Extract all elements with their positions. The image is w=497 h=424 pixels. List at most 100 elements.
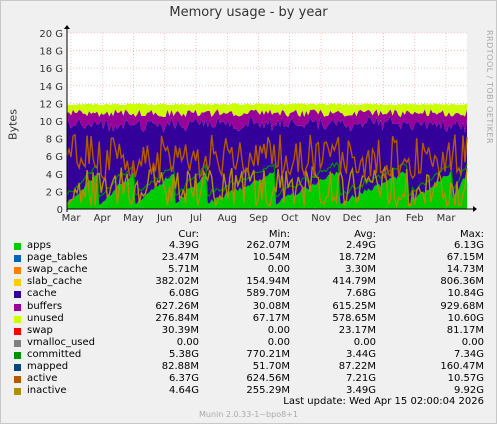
legend-min-value: 10.54M: [252, 252, 290, 264]
legend-max-value: 929.68M: [440, 300, 484, 312]
legend-swatch: [14, 351, 21, 359]
legend-cur-value: 23.47M: [161, 252, 199, 264]
last-update: Last update: Wed Apr 15 02:00:04 2026: [283, 396, 484, 407]
y-tick-label: 12 G: [39, 99, 63, 110]
legend-min-value: 255.29M: [246, 385, 290, 397]
legend-swatch: [14, 339, 21, 347]
y-tick-label: 6 G: [46, 152, 63, 163]
active-line: [66, 133, 468, 180]
legend-max-value: 67.15M: [446, 252, 484, 264]
legend-swatch: [14, 279, 21, 287]
legend-cur-value: 4.64G: [168, 385, 199, 397]
legend-avg-value: 3.30M: [345, 264, 376, 276]
legend-min-value: 30.08M: [252, 300, 290, 312]
x-tick-label: Sep: [249, 213, 268, 224]
legend-min-value: 154.94M: [246, 276, 290, 288]
legend-max-value: 6.13G: [453, 240, 484, 251]
legend-swatch: [14, 255, 21, 263]
legend-name: cache: [27, 288, 57, 300]
legend-min-value: 624.56M: [246, 373, 290, 385]
legend-max-value: 10.60G: [447, 312, 484, 324]
legend-name: buffers: [27, 300, 63, 312]
legend-swatch: [14, 315, 21, 323]
legend-cur-value: 6.37G: [168, 373, 199, 385]
legend-min-value: 51.70M: [252, 361, 290, 372]
legend-min-value: 262.07M: [246, 240, 290, 251]
legend-swatch: [14, 267, 21, 275]
legend-name: active: [27, 373, 58, 385]
legend-avg-value: 414.79M: [332, 276, 376, 288]
legend-name: mapped: [27, 361, 69, 372]
legend-name: committed: [27, 348, 82, 360]
munin-version: Munin 2.0.33-1~bpo8+1: [199, 410, 298, 419]
legend-name: apps: [27, 240, 52, 251]
legend-min-value: 589.70M: [246, 288, 290, 300]
x-tick-label: Nov: [311, 213, 331, 224]
y-tick-label: 8 G: [46, 135, 63, 146]
y-tick-label: 2 G: [46, 187, 63, 198]
x-tick-label: Mar: [437, 213, 457, 224]
x-tick-label: Jul: [189, 213, 202, 224]
chart-title: Memory usage - by year: [169, 5, 328, 20]
legend-cur-value: 0.00: [176, 336, 199, 348]
y-tick-label: 18 G: [39, 47, 63, 58]
x-tick-label: Mar: [62, 213, 82, 224]
legend-cur-value: 6.08G: [168, 288, 199, 300]
legend-name: swap: [27, 324, 53, 336]
legend-avg-value: 7.68G: [345, 288, 376, 300]
legend-swatch: [14, 388, 21, 396]
legend-name: inactive: [27, 385, 67, 397]
x-tick-label: Apr: [94, 213, 112, 224]
legend-avg-value: 18.72M: [338, 252, 376, 264]
header-max: Max:: [459, 229, 484, 240]
legend-min-value: 0.00: [267, 336, 290, 348]
legend-swatch: [14, 364, 21, 371]
x-tick-label: May: [123, 213, 144, 224]
legend-name: page_tables: [27, 252, 88, 264]
legend-swatch: [14, 291, 21, 299]
legend-max-value: 0.00: [461, 336, 484, 348]
inactive-line: [66, 165, 468, 208]
y-axis-arrow: [64, 25, 70, 29]
y-tick-label: 10 G: [39, 117, 63, 128]
legend-avg-value: 23.17M: [338, 324, 376, 336]
legend-name: unused: [27, 312, 64, 324]
legend-name: slab_cache: [27, 276, 83, 288]
x-tick-label: Aug: [217, 213, 237, 224]
legend-name: swap_cache: [27, 264, 88, 276]
x-tick-label: Jan: [375, 213, 391, 224]
legend-avg-value: 3.49G: [345, 385, 376, 397]
legend-min-value: 0.00: [267, 324, 290, 336]
legend-avg-value: 0.00: [353, 336, 376, 348]
header-cur: Cur:: [178, 229, 199, 240]
legend-avg-value: 7.21G: [345, 373, 376, 385]
legend-cur-value: 276.84M: [155, 312, 199, 324]
series-lines: [66, 133, 468, 208]
legend-max-value: 7.34G: [453, 348, 484, 360]
legend-min-value: 770.21M: [246, 348, 290, 360]
legend-max-value: 10.84G: [447, 288, 484, 300]
rrdtool-credit: RRDTOOL / TOBI OETIKER: [485, 30, 494, 145]
header-min: Min:: [268, 229, 290, 240]
x-tick-label: Jun: [156, 213, 173, 224]
y-tick-label: 14 G: [39, 82, 63, 93]
legend-swatch: [14, 243, 21, 250]
legend-cur-value: 627.26M: [155, 300, 199, 312]
series-areas: [67, 103, 467, 209]
legend-swatch: [14, 327, 21, 335]
legend-name: vmalloc_used: [27, 336, 96, 348]
legend-avg-value: 3.44G: [345, 348, 376, 360]
legend-avg-value: 2.49G: [345, 240, 376, 251]
legend-max-value: 9.92G: [453, 385, 484, 397]
legend-cur-value: 30.39M: [161, 324, 199, 336]
x-axis-arrow: [473, 206, 477, 212]
legend-avg-value: 615.25M: [332, 300, 376, 312]
header-avg: Avg:: [354, 229, 376, 240]
buffers-area: [67, 109, 467, 133]
y-tick-labels: 0 2 G 4 G 6 G 8 G 10 G 12 G 14 G 16 G 18 G 20 G: [39, 29, 63, 216]
legend-min-value: 0.00: [267, 264, 290, 276]
legend-avg-value: 578.65M: [332, 312, 376, 324]
x-tick-labels: Mar Apr May Jun Jul Aug Sep Oct Nov Dec Jan Feb Mar: [62, 213, 457, 224]
y-tick-label: 4 G: [46, 170, 63, 181]
